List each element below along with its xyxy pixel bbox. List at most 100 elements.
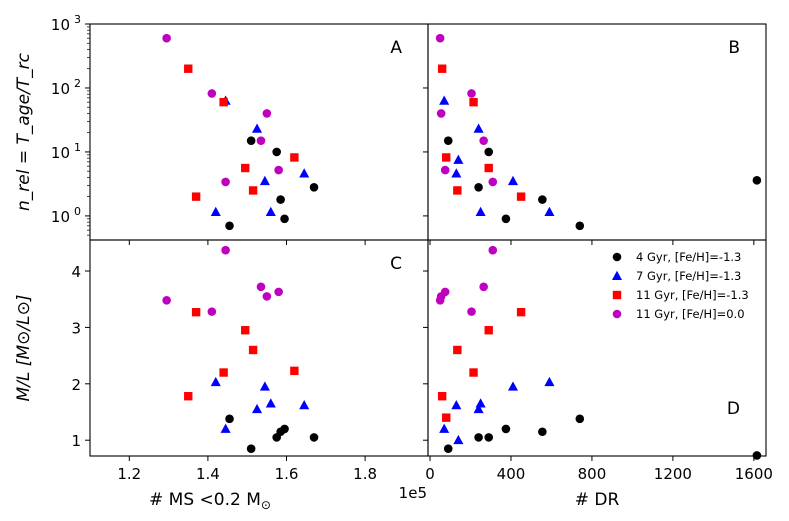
data-point (479, 136, 488, 145)
y-tick-label: 10 (51, 144, 70, 162)
data-point (265, 398, 276, 408)
y-tick-label: 10 (51, 80, 70, 98)
data-point (241, 163, 250, 173)
data-point (221, 177, 230, 187)
panel-d: D 0 400 800 1200 1600 (423, 239, 773, 483)
legend-marker (612, 290, 622, 300)
data-point (484, 163, 493, 173)
data-point (265, 206, 276, 216)
y-axis-label-top: n_rel = T_age/T_rc (14, 52, 34, 211)
series-g11s (162, 245, 283, 316)
series-g7 (210, 376, 310, 433)
data-point (488, 245, 498, 255)
series-g4 (225, 414, 319, 453)
data-point (484, 326, 493, 335)
data-point (440, 165, 450, 175)
panel-frame (427, 239, 767, 457)
data-point (435, 33, 445, 43)
data-point (309, 433, 319, 442)
data-point (437, 392, 447, 401)
series-g7 (439, 95, 555, 216)
x-tick-label: 0 (425, 465, 435, 483)
data-point (575, 221, 585, 231)
x-axis-label-left: # MS <0.2 M⊙ (149, 490, 271, 512)
series-g4 (225, 136, 319, 231)
series-g11s (162, 33, 283, 187)
data-point (440, 287, 450, 297)
legend-entry-g4: 4 Gyr, [Fe/H]=-1.3 (612, 250, 741, 264)
y-tick-label: 1 (71, 432, 81, 450)
data-point (475, 398, 486, 408)
series-g4 (443, 414, 762, 460)
data-point (442, 413, 451, 422)
data-point (290, 153, 299, 162)
series-g11s (435, 245, 498, 316)
data-point (467, 89, 476, 98)
data-point (251, 403, 263, 414)
x-tick-label: 1.8 (353, 465, 377, 483)
data-point (436, 109, 446, 118)
data-point (274, 165, 283, 175)
legend-marker (611, 270, 623, 280)
data-point (207, 89, 217, 98)
data-point (507, 381, 519, 391)
data-point (256, 136, 266, 145)
data-point (575, 414, 585, 424)
y-tick-label: 10 (51, 208, 70, 226)
data-point (501, 424, 511, 434)
y-tick-label: 3 (71, 319, 81, 337)
data-point (538, 195, 547, 204)
data-point (516, 307, 526, 317)
data-point (210, 206, 221, 216)
data-point (507, 175, 519, 186)
x-tick-label: 1.4 (196, 465, 220, 483)
data-point (439, 95, 450, 105)
data-point (469, 368, 478, 377)
data-point (488, 177, 498, 187)
legend-entry-g7: 7 Gyr, [Fe/H]=-1.3 (611, 269, 741, 283)
data-point (474, 182, 483, 192)
series-g11 (437, 307, 526, 422)
series-g11 (184, 307, 299, 401)
legend-label: 11 Gyr, [Fe/H]=0.0 (636, 307, 745, 321)
legend: 4 Gyr, [Fe/H]=-1.3 7 Gyr, [Fe/H]=-1.3 11 G… (611, 250, 749, 321)
data-point (473, 123, 484, 133)
data-point (484, 433, 494, 442)
series-g11 (184, 64, 299, 201)
data-point (453, 186, 462, 195)
legend-marker (612, 252, 622, 262)
data-point (442, 153, 451, 162)
legend-label: 7 Gyr, [Fe/H]=-1.3 (636, 269, 741, 283)
data-point (309, 182, 319, 192)
data-point (752, 451, 762, 460)
data-point (248, 186, 258, 195)
data-point (162, 33, 171, 43)
data-point (246, 136, 256, 145)
data-point (453, 434, 464, 445)
data-point (467, 307, 476, 316)
data-point (225, 414, 234, 424)
data-point (241, 326, 250, 335)
data-point (443, 136, 453, 145)
data-point (259, 381, 270, 391)
data-point (475, 206, 486, 216)
data-point (162, 296, 171, 305)
data-point (210, 376, 221, 387)
y-tick-exponent: 0 (74, 205, 81, 218)
series-g11s (435, 33, 498, 187)
data-point (272, 147, 281, 157)
data-point (439, 423, 450, 433)
data-point (474, 433, 483, 442)
data-point (280, 214, 289, 224)
data-point (752, 176, 762, 185)
legend-entry-g11s: 11 Gyr, [Fe/H]=0.0 (612, 307, 745, 321)
data-point (290, 366, 299, 376)
legend-entry-g11: 11 Gyr, [Fe/H]=-1.3 (612, 288, 749, 302)
data-point (544, 376, 555, 387)
x-axis-offset: 1e5 (399, 484, 427, 502)
panel-frame (89, 239, 429, 457)
data-point (219, 97, 228, 107)
data-point (251, 123, 263, 133)
legend-label: 11 Gyr, [Fe/H]=-1.3 (636, 288, 749, 302)
data-point (501, 214, 511, 224)
